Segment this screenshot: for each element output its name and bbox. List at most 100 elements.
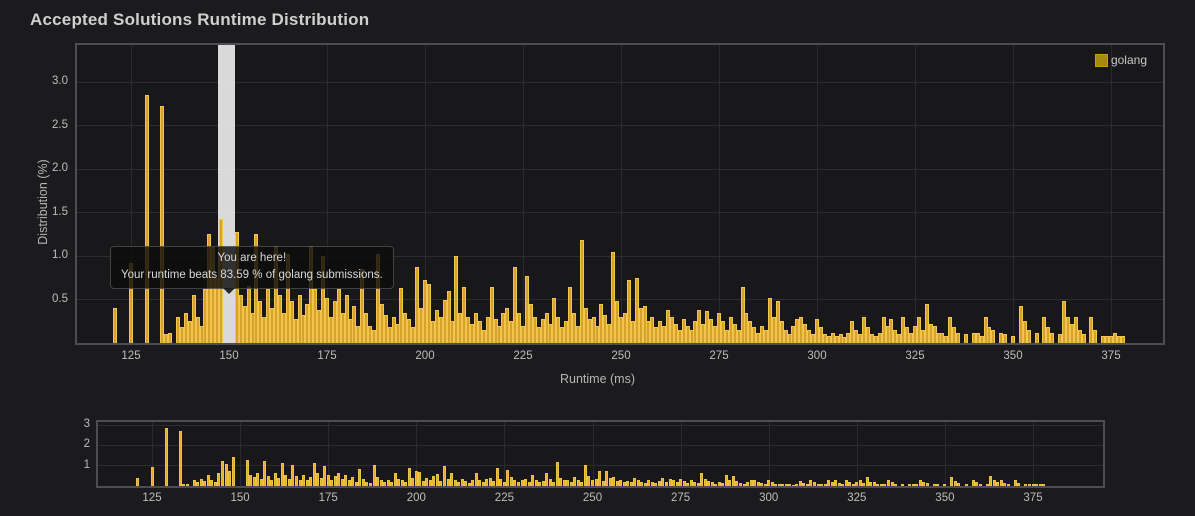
histogram-bar[interactable]: [203, 289, 208, 343]
histogram-bar[interactable]: [379, 303, 384, 343]
histogram-bar[interactable]: [587, 318, 592, 343]
histogram-bar[interactable]: [669, 316, 674, 343]
histogram-bar[interactable]: [164, 334, 169, 343]
histogram-bar[interactable]: [909, 332, 914, 343]
histogram-bar[interactable]: [638, 308, 643, 343]
histogram-bar[interactable]: [579, 240, 584, 343]
histogram-bar[interactable]: [344, 295, 349, 343]
histogram-bar[interactable]: [571, 312, 576, 343]
histogram-bar[interactable]: [113, 308, 118, 343]
histogram-bar[interactable]: [548, 323, 553, 343]
histogram-bar[interactable]: [1109, 336, 1113, 343]
histogram-bar[interactable]: [364, 312, 369, 343]
histogram-bar[interactable]: [395, 323, 400, 343]
histogram-bar[interactable]: [901, 316, 906, 343]
histogram-bar[interactable]: [540, 318, 545, 343]
histogram-bar[interactable]: [713, 325, 718, 343]
histogram-bar[interactable]: [372, 329, 377, 343]
histogram-bar[interactable]: [317, 309, 322, 343]
histogram-bar[interactable]: [544, 312, 549, 343]
histogram-bar[interactable]: [575, 325, 580, 343]
histogram-bar[interactable]: [999, 332, 1004, 343]
histogram-bar[interactable]: [426, 283, 431, 343]
histogram-bar[interactable]: [881, 316, 886, 343]
histogram-bar[interactable]: [462, 287, 467, 343]
histogram-bar[interactable]: [732, 323, 737, 343]
histogram-bar[interactable]: [677, 329, 682, 343]
histogram-bar[interactable]: [340, 312, 345, 343]
histogram-bar[interactable]: [399, 288, 404, 343]
histogram-bar[interactable]: [615, 301, 620, 343]
histogram-bar[interactable]: [803, 323, 808, 343]
histogram-bar[interactable]: [905, 327, 910, 343]
histogram-bar[interactable]: [869, 334, 874, 343]
legend-item-golang[interactable]: golang: [1094, 53, 1147, 67]
histogram-bar[interactable]: [650, 316, 655, 343]
histogram-bar[interactable]: [277, 295, 282, 343]
histogram-bar[interactable]: [795, 318, 800, 343]
histogram-bar[interactable]: [846, 332, 851, 343]
histogram-bar[interactable]: [634, 277, 639, 343]
histogram-bar[interactable]: [991, 329, 996, 343]
histogram-bar[interactable]: [1042, 316, 1047, 343]
histogram-bar[interactable]: [748, 321, 753, 343]
histogram-bar[interactable]: [564, 321, 569, 343]
histogram-bar[interactable]: [838, 334, 843, 343]
histogram-bar[interactable]: [775, 301, 780, 343]
histogram-bar[interactable]: [556, 316, 561, 343]
histogram-bar[interactable]: [242, 306, 247, 343]
histogram-bar[interactable]: [195, 316, 200, 343]
histogram-bar[interactable]: [501, 312, 506, 343]
histogram-bar[interactable]: [728, 316, 733, 343]
histogram-bar[interactable]: [944, 336, 949, 343]
histogram-bar[interactable]: [963, 334, 968, 343]
histogram-bar[interactable]: [1077, 329, 1082, 343]
histogram-bar[interactable]: [611, 251, 616, 343]
histogram-bar[interactable]: [865, 327, 870, 343]
histogram-bar[interactable]: [419, 308, 424, 343]
histogram-bar[interactable]: [744, 312, 749, 343]
histogram-bar[interactable]: [717, 312, 721, 343]
histogram-bar[interactable]: [1081, 334, 1086, 343]
histogram-bar[interactable]: [481, 329, 486, 343]
navigator-plot-area[interactable]: [96, 420, 1105, 488]
histogram-bar[interactable]: [760, 325, 765, 343]
histogram-bar[interactable]: [1050, 332, 1055, 343]
histogram-bar[interactable]: [975, 332, 980, 343]
main-plot-area[interactable]: golang: [75, 43, 1165, 345]
histogram-bar[interactable]: [352, 306, 357, 343]
histogram-bar[interactable]: [1120, 336, 1125, 343]
histogram-bar[interactable]: [654, 327, 659, 343]
histogram-bar[interactable]: [281, 312, 286, 343]
histogram-bar[interactable]: [270, 308, 275, 343]
histogram-bar[interactable]: [662, 325, 667, 343]
histogram-bar[interactable]: [752, 327, 757, 343]
histogram-bar[interactable]: [505, 308, 510, 343]
histogram-bar[interactable]: [591, 316, 596, 343]
histogram-bar[interactable]: [325, 297, 329, 343]
histogram-bar[interactable]: [1101, 336, 1106, 343]
histogram-bar[interactable]: [1089, 316, 1094, 343]
histogram-bar[interactable]: [356, 325, 361, 343]
histogram-bar[interactable]: [771, 316, 776, 343]
histogram-bar[interactable]: [1022, 321, 1027, 343]
histogram-bar[interactable]: [493, 318, 498, 343]
histogram-bar[interactable]: [983, 316, 988, 343]
histogram-bar[interactable]: [689, 329, 694, 343]
histogram-bar[interactable]: [916, 316, 921, 343]
histogram-bar[interactable]: [599, 303, 604, 343]
histogram-bar[interactable]: [787, 334, 792, 343]
histogram-bar[interactable]: [626, 280, 631, 343]
histogram-bar[interactable]: [528, 303, 533, 343]
histogram-bar[interactable]: [1073, 316, 1078, 343]
histogram-bar[interactable]: [262, 316, 267, 343]
histogram-bar[interactable]: [1011, 336, 1015, 343]
histogram-bar[interactable]: [568, 287, 573, 343]
histogram-bar[interactable]: [646, 321, 651, 343]
histogram-bar[interactable]: [485, 316, 490, 343]
histogram-bar[interactable]: [434, 309, 439, 343]
histogram-bar[interactable]: [160, 106, 165, 343]
histogram-bar[interactable]: [924, 303, 929, 343]
histogram-bar[interactable]: [928, 323, 933, 343]
histogram-bar[interactable]: [509, 321, 514, 343]
